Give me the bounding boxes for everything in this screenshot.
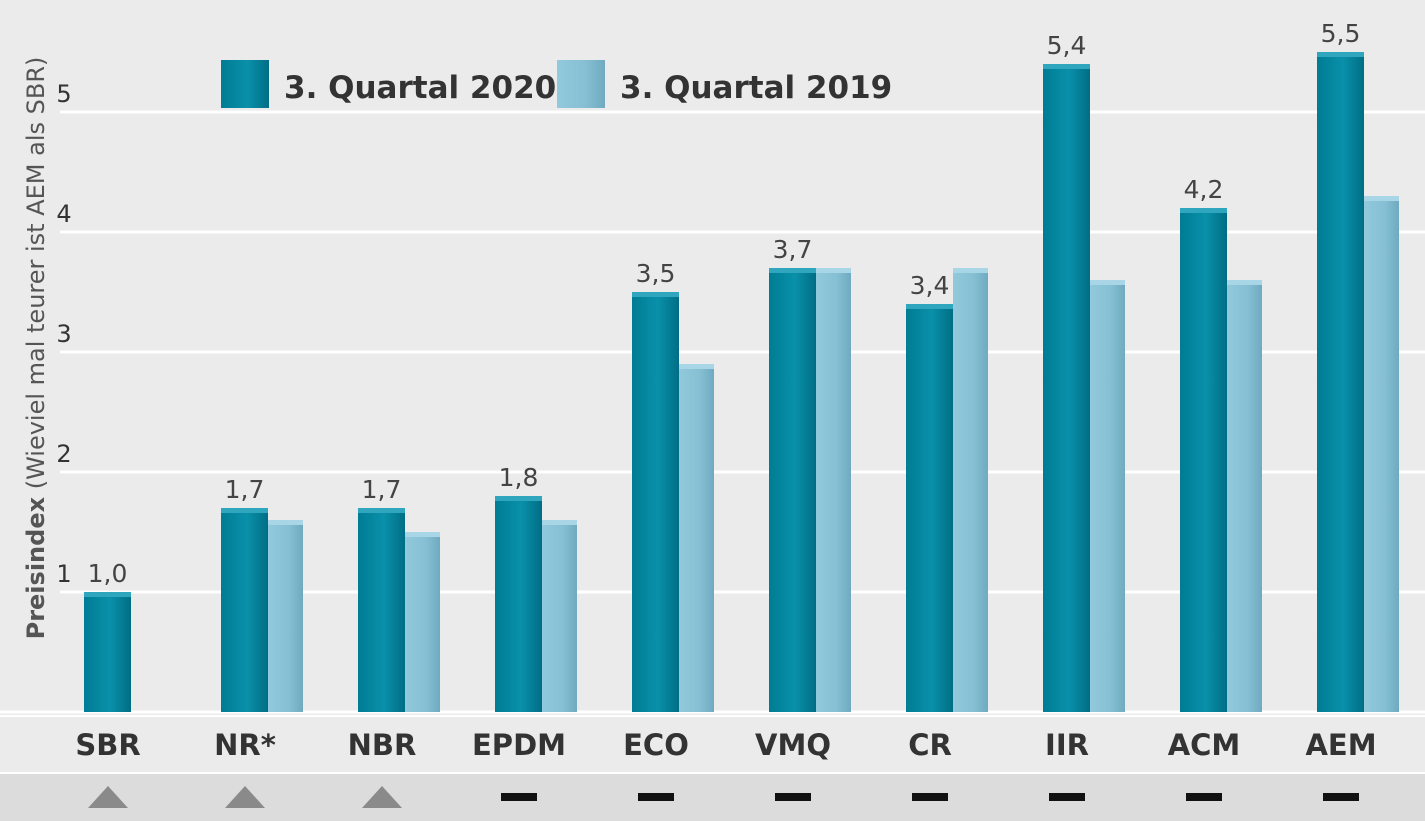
y-axis-label-rest: (Wieviel mal teurer ist AEM als SBR)	[22, 57, 50, 497]
legend-swatch-2020	[221, 60, 269, 108]
legend-label-2019: 3. Quartal 2019	[620, 70, 892, 106]
trend-flat-icon	[912, 793, 948, 801]
value-label-2020: 3,5	[636, 259, 676, 288]
bar-2019-cap	[268, 520, 303, 525]
bar-2020-NBR	[358, 508, 405, 712]
bar-2019-ACM	[1227, 280, 1262, 712]
category-label-CR: CR	[908, 728, 952, 762]
trend-flat-icon	[1323, 793, 1359, 801]
y-axis-label-bold: Preisindex	[22, 496, 50, 639]
value-labels: 1,0 1,7 1,7 1,8 3,5 3,7 3,4 5,4 4,2 5,5	[88, 19, 1361, 588]
value-label-2020: 1,7	[362, 475, 402, 504]
value-label-2020: 3,4	[910, 271, 950, 300]
bar-2020-ACM	[1180, 208, 1227, 712]
bar-2019-cap	[953, 268, 988, 273]
y-tick-label: 5	[56, 80, 71, 108]
bar-2020-cap	[1180, 208, 1227, 213]
category-band	[0, 717, 1425, 772]
value-label-2020: 1,8	[499, 463, 539, 492]
category-label-EPDM: EPDM	[472, 728, 566, 762]
category-label-SBR: SBR	[75, 728, 140, 762]
bars	[84, 52, 1399, 712]
category-label-ACM: ACM	[1168, 728, 1241, 762]
y-tick-label: 2	[56, 440, 71, 468]
bar-2020-EPDM	[495, 496, 542, 712]
bar-2020-CR	[906, 304, 953, 712]
bar-2020-cap	[84, 592, 131, 597]
legend-label-2020: 3. Quartal 2020	[284, 70, 556, 106]
value-label-2020: 3,7	[773, 235, 813, 264]
category-label-ECO: ECO	[623, 728, 689, 762]
x-axis-categories: SBR NR* NBR EPDM ECO VMQ CR IIR ACM AEM	[75, 728, 1376, 762]
trend-flat-icon	[1186, 793, 1222, 801]
y-axis-label: Preisindex (Wieviel mal teurer ist AEM a…	[22, 57, 50, 640]
bar-2020-AEM	[1317, 52, 1364, 712]
value-label-2020: 4,2	[1184, 175, 1224, 204]
trend-indicators	[88, 786, 1359, 808]
bar-2019-AEM	[1364, 196, 1399, 712]
bar-2020-cap	[1317, 52, 1364, 57]
bar-2019-NBR	[405, 532, 440, 712]
category-label-AEM: AEM	[1305, 728, 1376, 762]
y-tick-label: 4	[56, 200, 71, 228]
trend-up-icon	[362, 786, 402, 808]
trend-flat-icon	[501, 793, 537, 801]
category-label-NBR: NBR	[348, 728, 417, 762]
bar-2019-cap	[1090, 280, 1125, 285]
bar-2020-VMQ	[769, 268, 816, 712]
bar-2019-cap	[1227, 280, 1262, 285]
y-tick-label: 3	[56, 320, 71, 348]
bar-2019-cap	[542, 520, 577, 525]
y-axis-ticks: 1 2 3 4 5	[56, 80, 71, 588]
value-label-2020: 1,7	[225, 475, 265, 504]
bar-2019-ECO	[679, 364, 714, 712]
bar-2020-cap	[1043, 64, 1090, 69]
bar-2019-IIR	[1090, 280, 1125, 712]
bar-2020-ECO	[632, 292, 679, 712]
category-label-VMQ: VMQ	[755, 728, 831, 762]
bar-2020-cap	[769, 268, 816, 273]
trend-up-icon	[88, 786, 128, 808]
bar-2019-cap	[1364, 196, 1399, 201]
bar-2020-cap	[495, 496, 542, 501]
trend-flat-icon	[1049, 793, 1085, 801]
y-tick-label: 1	[56, 560, 71, 588]
trend-flat-icon	[775, 793, 811, 801]
trend-flat-icon	[638, 793, 674, 801]
bar-2020-cap	[906, 304, 953, 309]
bar-2020-NR*	[221, 508, 268, 712]
bar-2020-SBR	[84, 592, 131, 712]
bar-2019-cap	[816, 268, 851, 273]
bar-2020-cap	[358, 508, 405, 513]
legend: 3. Quartal 2020 3. Quartal 2019	[221, 60, 892, 108]
bar-2019-VMQ	[816, 268, 851, 712]
bar-2020-IIR	[1043, 64, 1090, 712]
value-label-2020: 5,5	[1321, 19, 1361, 48]
bar-2019-NR*	[268, 520, 303, 712]
category-label-IIR: IIR	[1045, 728, 1089, 762]
trend-up-icon	[225, 786, 265, 808]
bar-2019-CR	[953, 268, 988, 712]
value-label-2020: 5,4	[1047, 31, 1087, 60]
bar-2020-cap	[221, 508, 268, 513]
bar-2019-cap	[405, 532, 440, 537]
bar-2019-EPDM	[542, 520, 577, 712]
category-label-NR*: NR*	[214, 728, 276, 762]
bar-2019-cap	[679, 364, 714, 369]
bar-2020-cap	[632, 292, 679, 297]
value-label-2020: 1,0	[88, 559, 128, 588]
legend-swatch-2019	[557, 60, 605, 108]
